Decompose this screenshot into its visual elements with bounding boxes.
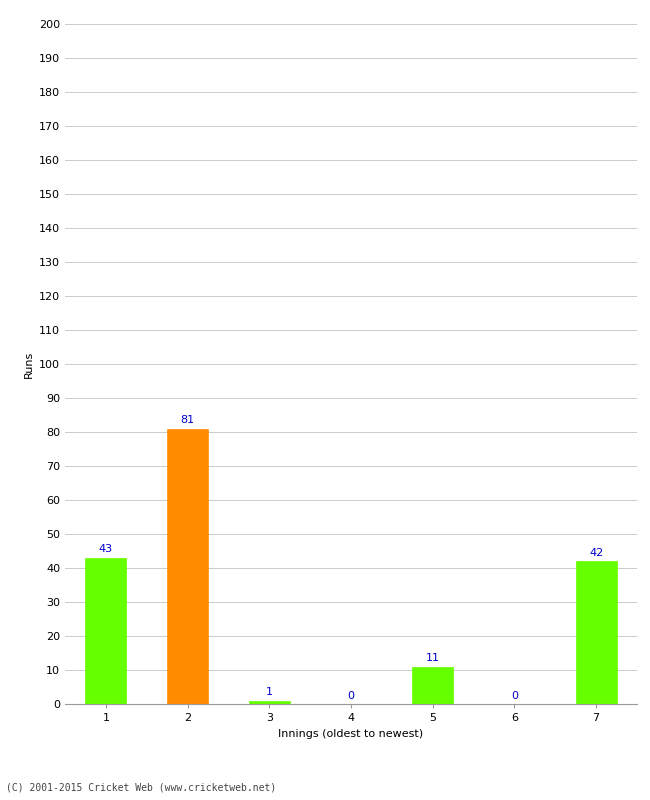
Text: 0: 0 (348, 690, 354, 701)
Bar (249, 701, 290, 704)
Text: 1: 1 (266, 687, 273, 697)
Text: 43: 43 (99, 544, 113, 554)
Text: 0: 0 (511, 690, 518, 701)
Text: 81: 81 (181, 415, 194, 426)
Bar (412, 666, 453, 704)
Y-axis label: Runs: Runs (23, 350, 33, 378)
Text: 11: 11 (426, 653, 439, 663)
Text: (C) 2001-2015 Cricket Web (www.cricketweb.net): (C) 2001-2015 Cricket Web (www.cricketwe… (6, 782, 277, 792)
Bar (85, 558, 126, 704)
Text: 42: 42 (589, 548, 603, 558)
Bar (576, 562, 617, 704)
Bar (167, 429, 208, 704)
X-axis label: Innings (oldest to newest): Innings (oldest to newest) (278, 729, 424, 738)
